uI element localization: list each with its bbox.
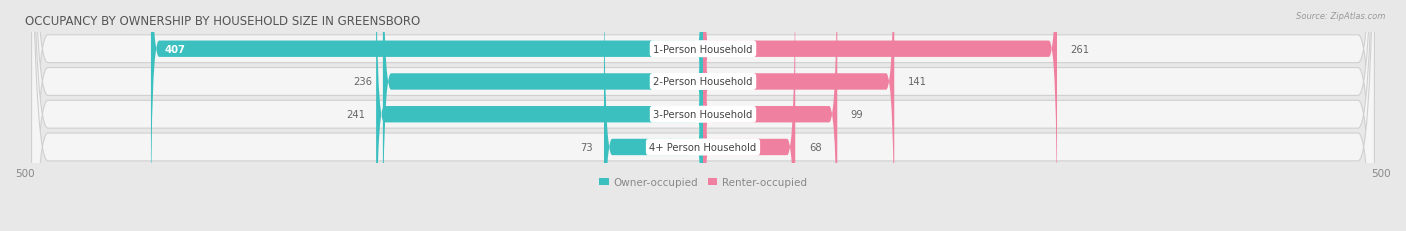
Text: 2-Person Household: 2-Person Household xyxy=(654,77,752,87)
FancyBboxPatch shape xyxy=(377,0,703,231)
FancyBboxPatch shape xyxy=(31,0,1375,231)
FancyBboxPatch shape xyxy=(703,0,796,231)
Text: 4+ Person Household: 4+ Person Household xyxy=(650,142,756,152)
Text: 73: 73 xyxy=(581,142,593,152)
Text: 407: 407 xyxy=(165,45,186,55)
Text: 1-Person Household: 1-Person Household xyxy=(654,45,752,55)
Text: 241: 241 xyxy=(346,110,366,120)
Text: 141: 141 xyxy=(908,77,927,87)
FancyBboxPatch shape xyxy=(31,0,1375,231)
FancyBboxPatch shape xyxy=(703,0,894,231)
Text: OCCUPANCY BY OWNERSHIP BY HOUSEHOLD SIZE IN GREENSBORO: OCCUPANCY BY OWNERSHIP BY HOUSEHOLD SIZE… xyxy=(25,15,420,28)
Text: 99: 99 xyxy=(851,110,863,120)
Text: Source: ZipAtlas.com: Source: ZipAtlas.com xyxy=(1295,12,1385,21)
Legend: Owner-occupied, Renter-occupied: Owner-occupied, Renter-occupied xyxy=(599,177,807,187)
Text: 261: 261 xyxy=(1070,45,1090,55)
FancyBboxPatch shape xyxy=(382,0,703,231)
FancyBboxPatch shape xyxy=(703,0,838,231)
FancyBboxPatch shape xyxy=(605,0,703,231)
FancyBboxPatch shape xyxy=(150,0,703,231)
Text: 68: 68 xyxy=(808,142,821,152)
FancyBboxPatch shape xyxy=(31,0,1375,231)
Text: 3-Person Household: 3-Person Household xyxy=(654,110,752,120)
FancyBboxPatch shape xyxy=(31,0,1375,231)
Text: 236: 236 xyxy=(353,77,373,87)
FancyBboxPatch shape xyxy=(703,0,1057,231)
